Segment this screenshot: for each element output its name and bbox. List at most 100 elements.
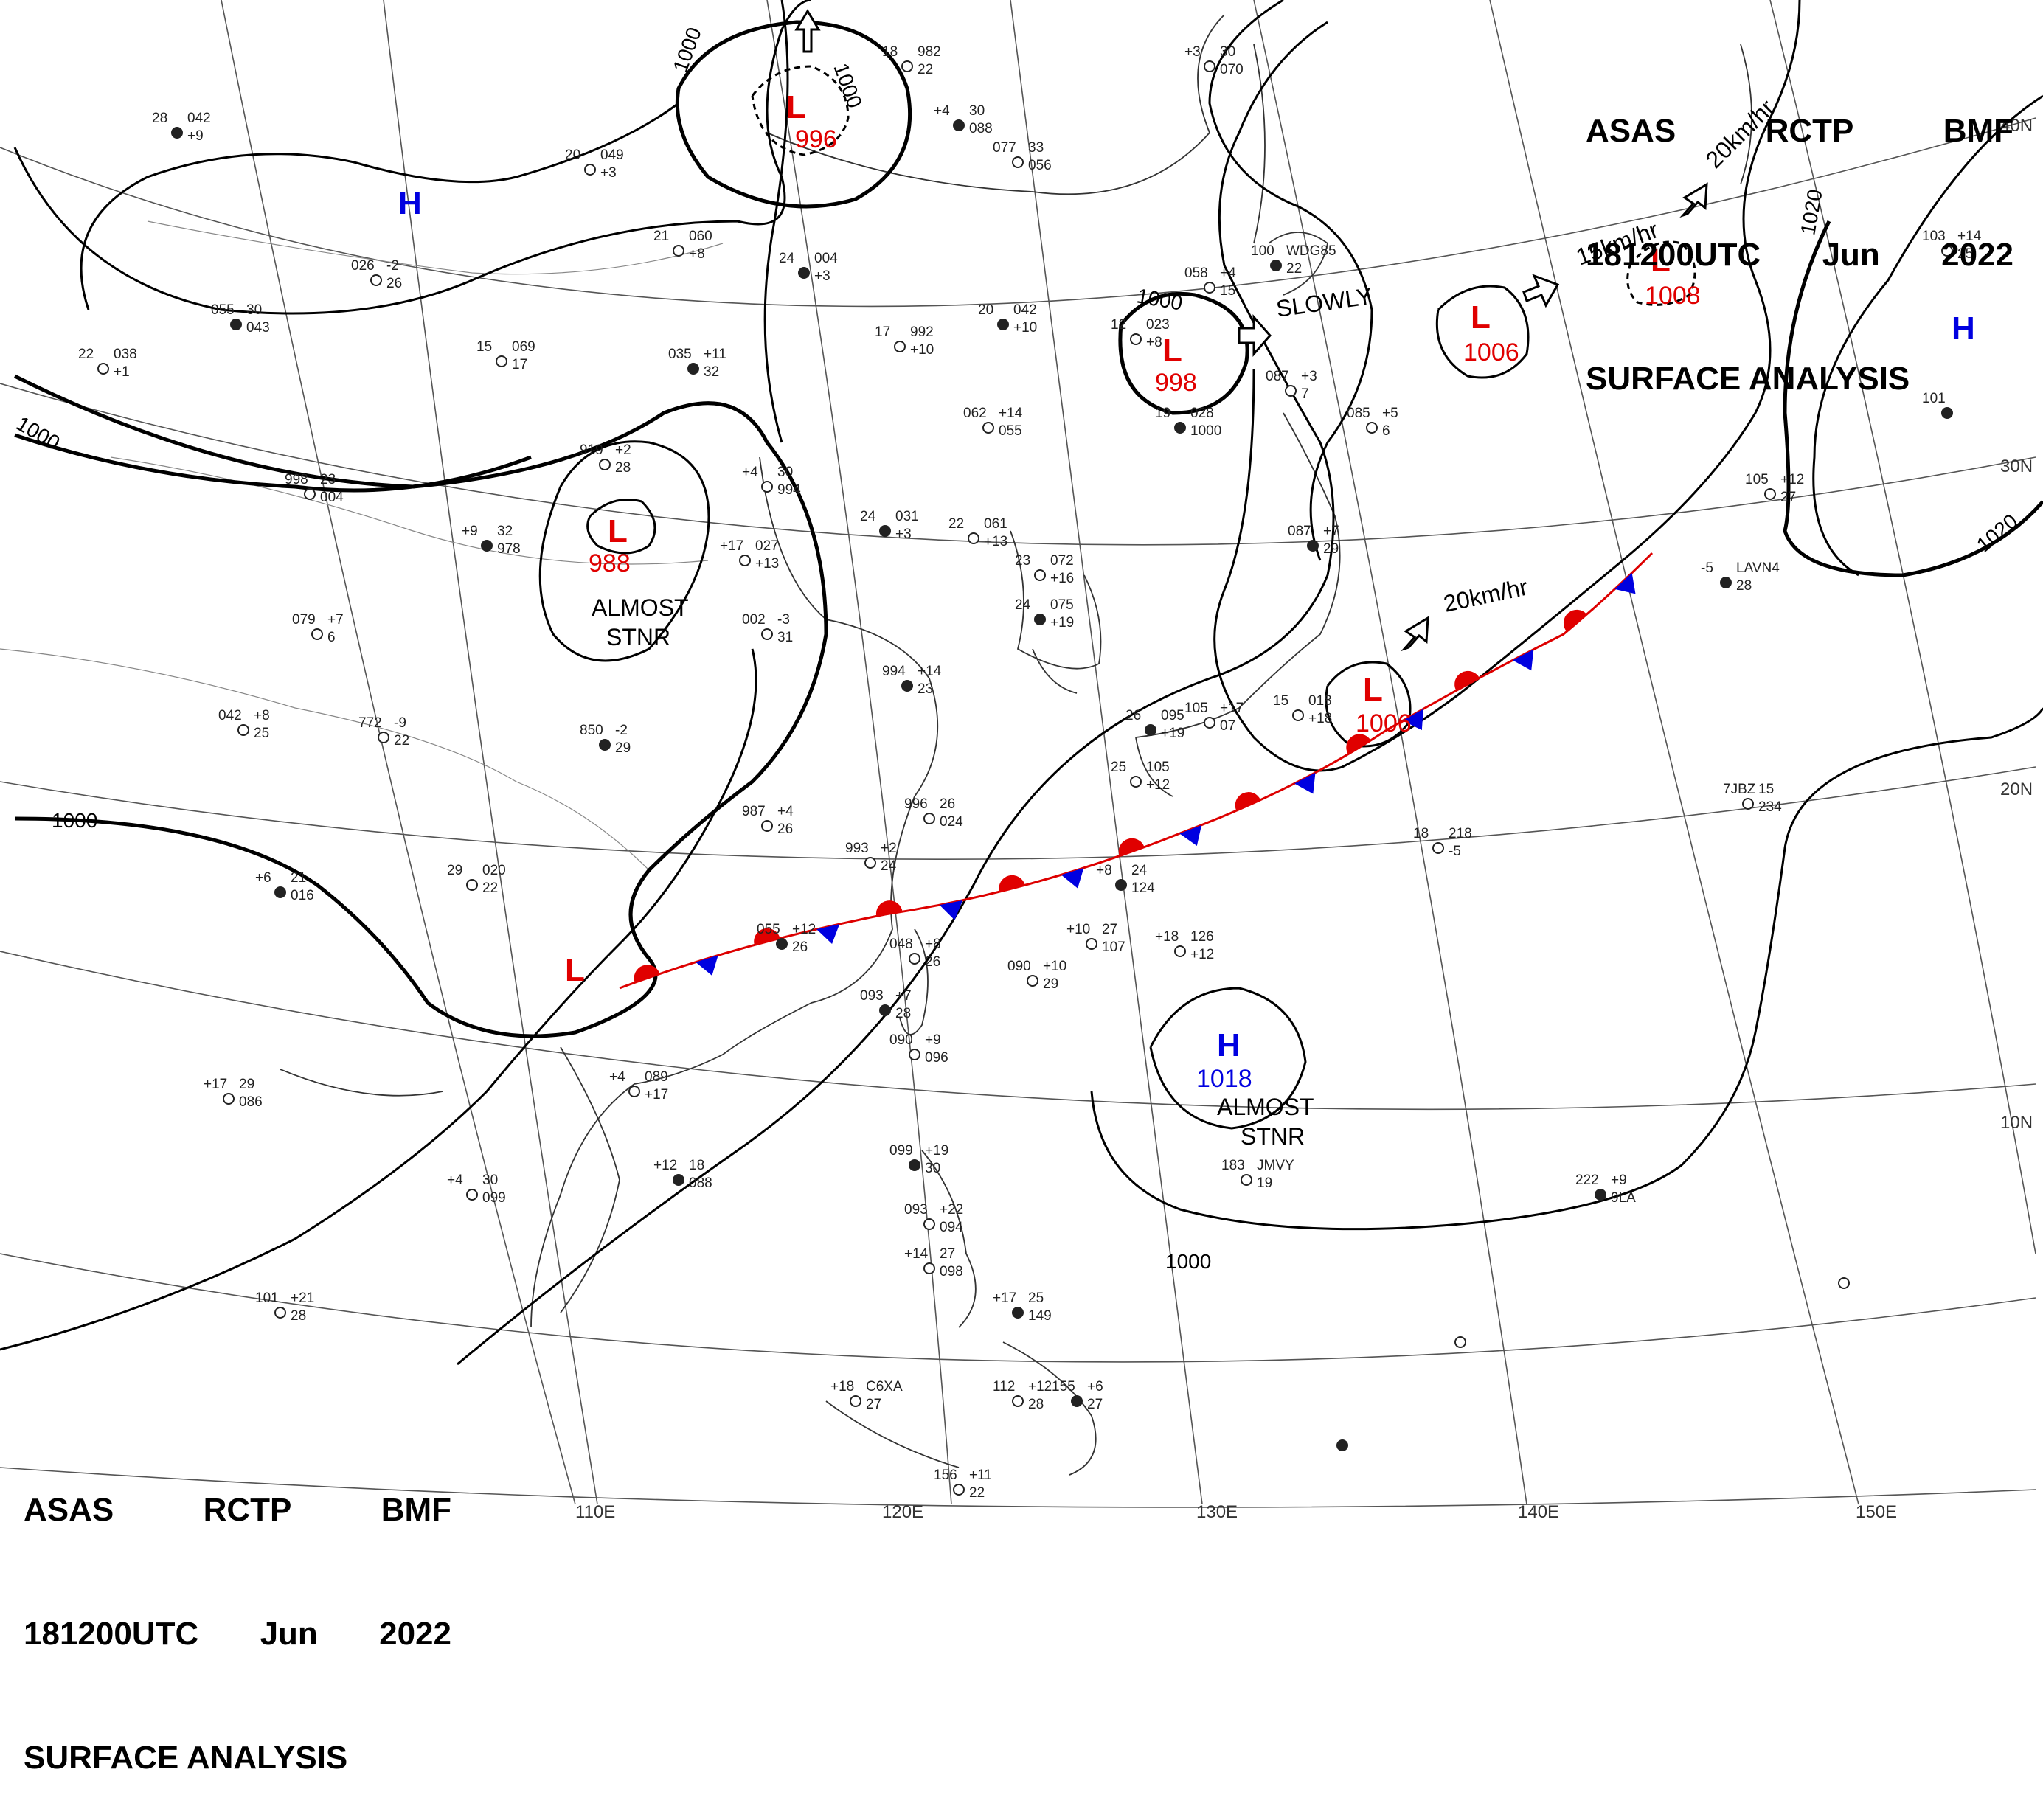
station-value: 21 — [291, 870, 306, 886]
station-value: 100 — [1251, 243, 1274, 259]
station-value: 055 — [999, 423, 1022, 439]
station-marker — [923, 1218, 935, 1230]
station-marker — [909, 1049, 920, 1060]
station-marker — [1027, 975, 1038, 987]
station-value: 024 — [940, 814, 963, 830]
station-value: 996 — [904, 796, 928, 812]
header-year: 2022 — [1941, 237, 2013, 273]
station-value: +17 — [204, 1077, 227, 1092]
cold-front-symbol — [1512, 649, 1534, 671]
station-value: 27 — [1087, 1397, 1103, 1412]
station-marker — [274, 886, 286, 898]
station-marker — [466, 879, 478, 891]
station-value: 29 — [239, 1077, 254, 1092]
station-value: +3 — [600, 165, 617, 181]
isobar-outer-1 — [0, 648, 757, 1351]
low-center: L 998 — [1155, 333, 1197, 397]
station-value: C6XA — [866, 1379, 903, 1394]
header-product: SURFACE ANALYSIS — [1586, 361, 1910, 397]
isobar-1018-ring — [1149, 987, 1307, 1130]
station-value: 29 — [447, 863, 462, 878]
station-value: WDG85 — [1286, 243, 1336, 259]
station-value: 772 — [358, 715, 382, 731]
station-value: 27 — [1780, 490, 1796, 505]
station-value: +8 — [925, 937, 941, 952]
station-marker — [171, 127, 183, 139]
station-value: 07 — [1220, 718, 1235, 734]
station-value: 29 — [1043, 976, 1058, 992]
station-marker — [761, 481, 773, 493]
station-value: 6 — [327, 630, 336, 645]
station-marker — [1292, 709, 1304, 721]
station-value: 15 — [1220, 283, 1235, 299]
station-value: +1 — [114, 364, 130, 380]
lon-label: 120E — [882, 1502, 923, 1522]
pressure-systems: L 996 L 998 L 988 L 1006 L 1008 L 1006 L… — [398, 89, 1975, 1093]
station-marker — [798, 267, 810, 279]
station-value: 004 — [814, 251, 838, 266]
station-value: 089 — [645, 1069, 668, 1085]
station-value: 149 — [1028, 1308, 1052, 1324]
station-marker — [1012, 1395, 1024, 1407]
station-value: 26 — [777, 822, 793, 837]
station-value: 035 — [668, 347, 692, 362]
isobar-988-inner — [586, 499, 656, 555]
station-value: 22 — [948, 516, 964, 532]
station-value: 978 — [497, 541, 521, 557]
station-value: +4 — [609, 1069, 625, 1085]
station-value: 043 — [246, 320, 270, 336]
station-value: +12 — [1190, 947, 1214, 962]
station-marker — [1174, 945, 1186, 957]
station-marker — [466, 1189, 478, 1201]
station-marker — [1941, 245, 1953, 257]
station-value: 22 — [394, 733, 409, 749]
station-value: 9LA — [1611, 1190, 1636, 1206]
lat-label: 40N — [2000, 116, 2033, 136]
station-marker — [673, 1174, 684, 1186]
station-marker — [901, 60, 913, 72]
station-marker — [1034, 569, 1046, 581]
warm-front-symbol — [1346, 734, 1371, 754]
station-value: 30 — [1220, 44, 1235, 60]
parallel-line — [0, 951, 2036, 1111]
station-value: 7 — [1301, 386, 1309, 402]
station-marker — [378, 732, 389, 743]
station-value: +18 — [830, 1379, 854, 1394]
station-value: 107 — [1102, 939, 1125, 955]
lat-label: 30N — [2000, 456, 2033, 476]
station-marker — [923, 1262, 935, 1274]
station-value: 026 — [351, 258, 375, 274]
station-value: +12 — [1780, 472, 1804, 487]
station-value: +12 — [1146, 777, 1170, 793]
station-value: 19 — [1155, 406, 1170, 421]
station-value: 234 — [1758, 799, 1782, 815]
station-value: 018 — [1308, 693, 1332, 709]
station-marker — [1432, 842, 1444, 854]
high-center: H 1018 — [1196, 1027, 1252, 1093]
station-value: -2 — [386, 258, 399, 274]
station-value: 7JBZ — [1723, 782, 1756, 797]
station-value: -9 — [394, 715, 406, 731]
station-marker — [1204, 717, 1215, 729]
station-value: 23 — [320, 472, 336, 487]
station-value: 058 — [1184, 265, 1208, 281]
station-value: +6 — [1087, 1379, 1103, 1394]
low-letter: L — [1471, 299, 1491, 336]
station-marker — [894, 341, 906, 352]
station-value: 072 — [1050, 553, 1074, 569]
station-value: +3 — [1301, 369, 1317, 384]
low-center: L 1008 — [1645, 243, 1701, 310]
station-value: +14 — [918, 664, 942, 679]
station-value: 18 — [1413, 826, 1429, 841]
isobar-1020-east — [1783, 220, 2043, 577]
station-value: 982 — [918, 44, 941, 60]
header-agency: ASAS — [1586, 113, 1676, 149]
cold-front-symbol — [1061, 867, 1084, 889]
surface-analysis-map: 110E 120E 130E 140E 150E 40N 30N 20N 10N… — [0, 0, 2043, 1522]
footer-row-time: 181200UTC Jun 2022 — [24, 1614, 451, 1655]
station-value: 028 — [1190, 406, 1214, 421]
station-marker — [97, 363, 109, 375]
station-marker — [1270, 260, 1282, 271]
station-value: 24 — [1131, 863, 1148, 878]
station-value: +3 — [814, 268, 830, 284]
